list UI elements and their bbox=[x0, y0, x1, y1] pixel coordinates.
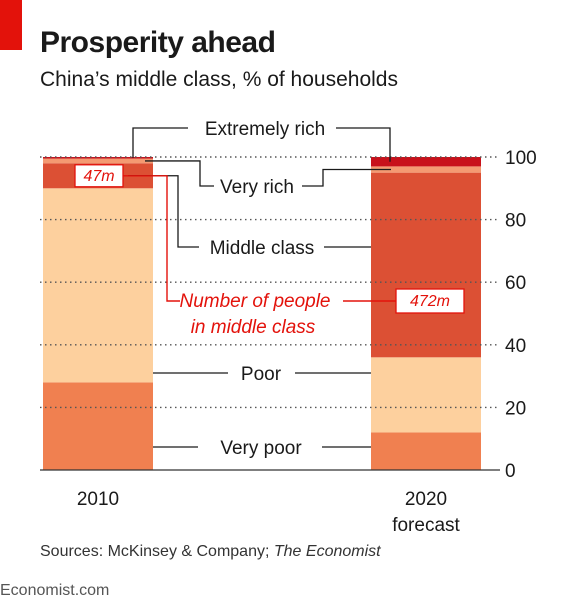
callout-label: Number of people bbox=[179, 291, 330, 312]
sources-note: Sources: McKinsey & Company; The Economi… bbox=[40, 543, 381, 561]
label-very-poor: Very poor bbox=[220, 438, 302, 459]
bar-segment-very-poor bbox=[371, 432, 481, 470]
callout-leader-2010 bbox=[123, 175, 180, 302]
label-extremely-rich: Extremely rich bbox=[205, 119, 325, 140]
callout-value-2020: 472m bbox=[410, 293, 450, 310]
stacked-bar-chart: 0 20 40 60 80 100 2010 2020 forecast Extremely ri… bbox=[40, 119, 537, 536]
sources-publication: The Economist bbox=[273, 543, 381, 560]
bar-segment-poor bbox=[43, 188, 153, 383]
y-tick-label: 0 bbox=[505, 461, 516, 482]
callout-label: in middle class bbox=[191, 317, 316, 338]
x-category-label: forecast bbox=[392, 515, 460, 536]
chart-title: Prosperity ahead bbox=[40, 26, 276, 59]
footer-credit: Economist.com bbox=[0, 582, 110, 599]
bar-segment-very-poor bbox=[43, 382, 153, 470]
sources-prefix: Sources: McKinsey & Company; bbox=[40, 543, 274, 560]
chart-subtitle: China’s middle class, % of households bbox=[40, 68, 398, 91]
leader-very-rich bbox=[302, 168, 391, 187]
y-tick-label: 80 bbox=[505, 211, 526, 232]
leader-very-rich bbox=[145, 160, 214, 187]
brand-red-tag bbox=[0, 0, 22, 50]
label-poor: Poor bbox=[241, 364, 282, 385]
leader-extremely-rich bbox=[336, 127, 391, 162]
bar-segment-middle-class bbox=[371, 172, 481, 358]
callout-value-2010: 47m bbox=[83, 168, 114, 185]
bar-segment-very-rich bbox=[371, 166, 481, 173]
label-middle-class: Middle class bbox=[210, 238, 315, 259]
bar-segment-poor bbox=[371, 357, 481, 433]
y-tick-label: 40 bbox=[505, 336, 526, 357]
bar-segment-extremely-rich bbox=[371, 157, 481, 167]
bar-segment-extremely-rich bbox=[43, 157, 153, 159]
callout-box-2020 bbox=[395, 288, 465, 314]
label-very-rich: Very rich bbox=[220, 177, 294, 198]
y-tick-label: 20 bbox=[505, 398, 526, 419]
x-category-label: 2010 bbox=[77, 489, 119, 510]
y-tick-label: 100 bbox=[505, 148, 537, 169]
x-category-label: 2020 bbox=[405, 489, 447, 510]
leader-extremely-rich bbox=[132, 127, 188, 158]
y-tick-label: 60 bbox=[505, 273, 526, 294]
bar-segment-very-rich bbox=[43, 158, 153, 164]
